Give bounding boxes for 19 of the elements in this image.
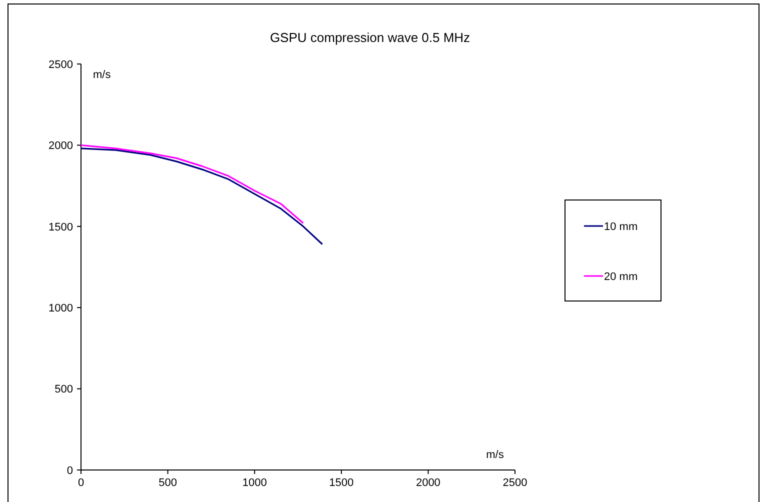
- x-tick-label: 0: [78, 477, 84, 489]
- line-series: [80, 144, 304, 224]
- y-tick-label: 1000: [48, 302, 73, 314]
- y-tick-label: 2500: [48, 58, 73, 71]
- y-axis-title: m/s: [93, 69, 112, 81]
- x-axis-title: m/s: [486, 449, 504, 461]
- legend-label: 20 mm: [604, 270, 638, 283]
- x-tick-label: 1000: [242, 477, 267, 489]
- line-series: [80, 148, 324, 246]
- x-tick-label: 500: [158, 477, 177, 489]
- x-tick-label: 1500: [329, 477, 354, 489]
- legend-label: 10 mm: [604, 220, 638, 233]
- x-tick-label: 2000: [416, 477, 440, 489]
- y-tick-label: 1500: [48, 221, 73, 234]
- y-tick-label: 500: [54, 384, 73, 396]
- y-tick-label: 2000: [48, 140, 73, 152]
- chart-title: GSPU compression wave 0.5 MHz: [270, 30, 470, 45]
- y-tick-label: 0: [66, 464, 73, 477]
- x-tick-label: 2500: [502, 477, 528, 489]
